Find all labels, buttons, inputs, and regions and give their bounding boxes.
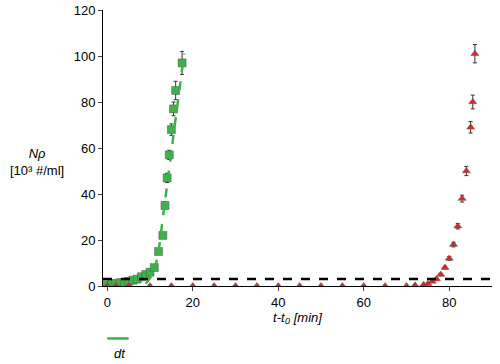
svg-text:0: 0	[104, 295, 111, 310]
svg-text:t-t₀ [min]: t-t₀ [min]	[273, 310, 322, 325]
svg-text:20: 20	[81, 233, 95, 248]
svg-text:Nρ[10³ #/ml]: Nρ[10³ #/ml]	[10, 146, 64, 178]
svg-text:20: 20	[186, 295, 200, 310]
svg-text:60: 60	[81, 141, 95, 156]
svg-text:80: 80	[442, 295, 456, 310]
svg-text:100: 100	[74, 49, 96, 64]
svg-text:60: 60	[357, 295, 371, 310]
svg-text:dt: dt	[114, 346, 126, 361]
svg-text:80: 80	[81, 95, 95, 110]
svg-text:120: 120	[74, 3, 96, 18]
svg-text:40: 40	[271, 295, 285, 310]
svg-text:0: 0	[88, 279, 95, 294]
svg-text:40: 40	[81, 187, 95, 202]
